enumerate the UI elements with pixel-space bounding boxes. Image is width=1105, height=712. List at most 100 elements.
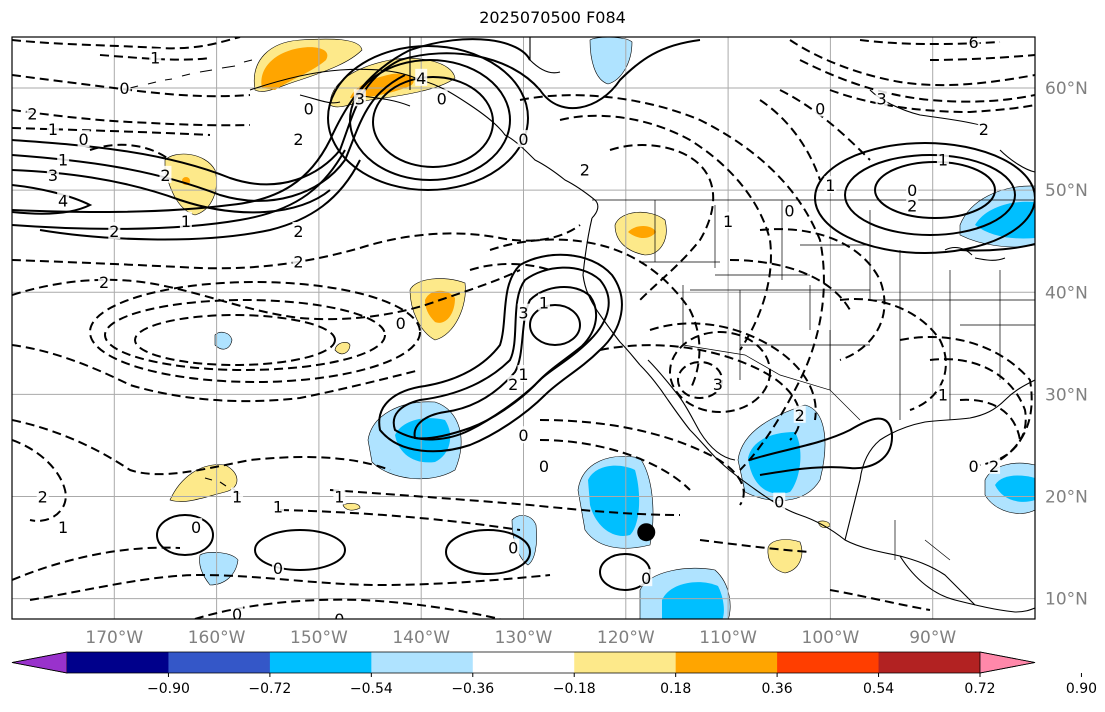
contour-label: 1 [58, 151, 68, 170]
colorbar-tick-label: 0.18 [660, 681, 691, 697]
contour-label-bg [98, 273, 111, 291]
contour-label-bg [967, 456, 980, 474]
contour-label-bg [333, 487, 346, 505]
contour-label: 2 [109, 222, 119, 241]
contour-label: 2 [508, 375, 518, 394]
contour-label-bg [906, 181, 919, 199]
longitude-label: 150°W [290, 628, 348, 648]
latitude-label: 10°N [1045, 590, 1088, 610]
location-marker [637, 523, 656, 542]
longitude-label: 160°W [188, 628, 246, 648]
colorbar-tick-label: −0.36 [451, 681, 494, 697]
contour-label-bg [517, 303, 530, 321]
contour-label-bg [793, 405, 806, 423]
contour-label-bg [292, 252, 305, 270]
longitude-label: 90°W [909, 628, 956, 648]
contours-positive [12, 38, 1035, 591]
longitude-label: 170°W [85, 628, 143, 648]
colorbar-tick-label: −0.90 [147, 681, 190, 697]
latitude-label: 30°N [1045, 385, 1088, 405]
contour-label: 0 [232, 605, 242, 624]
contour-label: 0 [969, 457, 979, 476]
contour-label-bg [231, 487, 244, 505]
contour-label: 2 [160, 166, 170, 185]
contour-label-bg [875, 89, 888, 107]
longitude-labels: 170°W 160°W 150°W 140°W 130°W 120°W 110°W 100°W… [85, 628, 956, 648]
contour-label: 1 [518, 365, 528, 384]
contour-label: 2 [907, 196, 917, 215]
political-borders [592, 199, 1035, 561]
contour-label-bg [179, 211, 192, 229]
contour-label-bg [159, 165, 172, 183]
colorbar-tick-label: 0.90 [1066, 681, 1097, 697]
contour-label: 2 [38, 487, 48, 506]
contour-label-bg [292, 222, 305, 239]
latitude-labels: 60°N 50°N 40°N 30°N 20°N 10°N [1045, 79, 1088, 610]
colorbar-segment [168, 652, 271, 673]
contour-label-bg [988, 456, 1001, 474]
contour-label-bg [149, 48, 162, 66]
contour-label: 0 [79, 130, 89, 149]
contour-label: 0 [273, 559, 283, 578]
contour-label-bg [435, 89, 448, 107]
longitude-label: 110°W [699, 628, 757, 648]
contour-label: 0 [907, 181, 917, 200]
colorbar-segment [878, 652, 981, 673]
contour-label: 0 [641, 569, 651, 588]
contour-label: 2 [989, 457, 999, 476]
map-frame [11, 36, 1036, 620]
colorbar: −0.90 −0.72 −0.54 −0.36 −0.18 0.18 0.36 0.54 0.7… [11, 651, 1097, 697]
contour-label-bg [46, 119, 59, 137]
contour-label: 1 [723, 212, 733, 231]
contour-label-bg [537, 293, 550, 311]
colorbar-segment [472, 652, 575, 673]
contour-label: 6 [969, 33, 979, 52]
contour-label: 3 [48, 166, 58, 185]
colorbar-segment [777, 652, 880, 673]
contour-label-bg [271, 497, 284, 515]
contour-label: 2 [979, 120, 989, 139]
colorbar-tick-label: 0.36 [762, 681, 793, 697]
contour-label-bg [353, 89, 366, 107]
colorbar-extend-low [11, 651, 68, 674]
map-title: 2025070500 F084 [479, 8, 626, 27]
contour-label: 4 [416, 69, 426, 88]
contour-label: 0 [774, 493, 784, 512]
contour-label: 2 [795, 406, 805, 425]
contour-label: 3 [355, 89, 365, 108]
longitude-label: 130°W [495, 628, 553, 648]
contour-label-bg [783, 201, 796, 219]
contour-label-bg [722, 211, 735, 229]
contour-label: 0 [518, 130, 528, 149]
contour-label: 2 [293, 253, 303, 272]
contour-label: 4 [58, 191, 68, 210]
contour-label: 2 [293, 222, 303, 241]
contour-label-bg [57, 518, 70, 536]
contour-label: 1 [334, 487, 344, 506]
contour-label-bg [517, 426, 530, 444]
contour-label: 2 [580, 161, 590, 180]
contour-label: 0 [437, 89, 447, 108]
contour-label: 1 [273, 498, 283, 517]
contour-label: 0 [396, 314, 406, 333]
colorbar-segment [269, 652, 372, 673]
contour-label-bg [57, 191, 70, 209]
contour-label-bg [77, 130, 90, 148]
colorbar-tick-label: −0.72 [248, 681, 291, 697]
coastlines [129, 37, 1035, 613]
latitude-label: 60°N [1045, 79, 1088, 99]
contour-label-bg [773, 492, 786, 510]
contour-label-bg [415, 68, 428, 86]
contour-label-bg [507, 538, 520, 556]
contour-label-bg [118, 79, 131, 97]
colorbar-segment [675, 652, 778, 673]
contour-label: 1 [938, 151, 948, 170]
contour-label-bg [936, 150, 949, 168]
contour-label-bg [640, 569, 653, 587]
contour-label: 1 [58, 518, 68, 537]
contour-label: 0 [784, 202, 794, 221]
contour-label-bg [517, 130, 530, 148]
contour-label-bg [977, 119, 990, 137]
